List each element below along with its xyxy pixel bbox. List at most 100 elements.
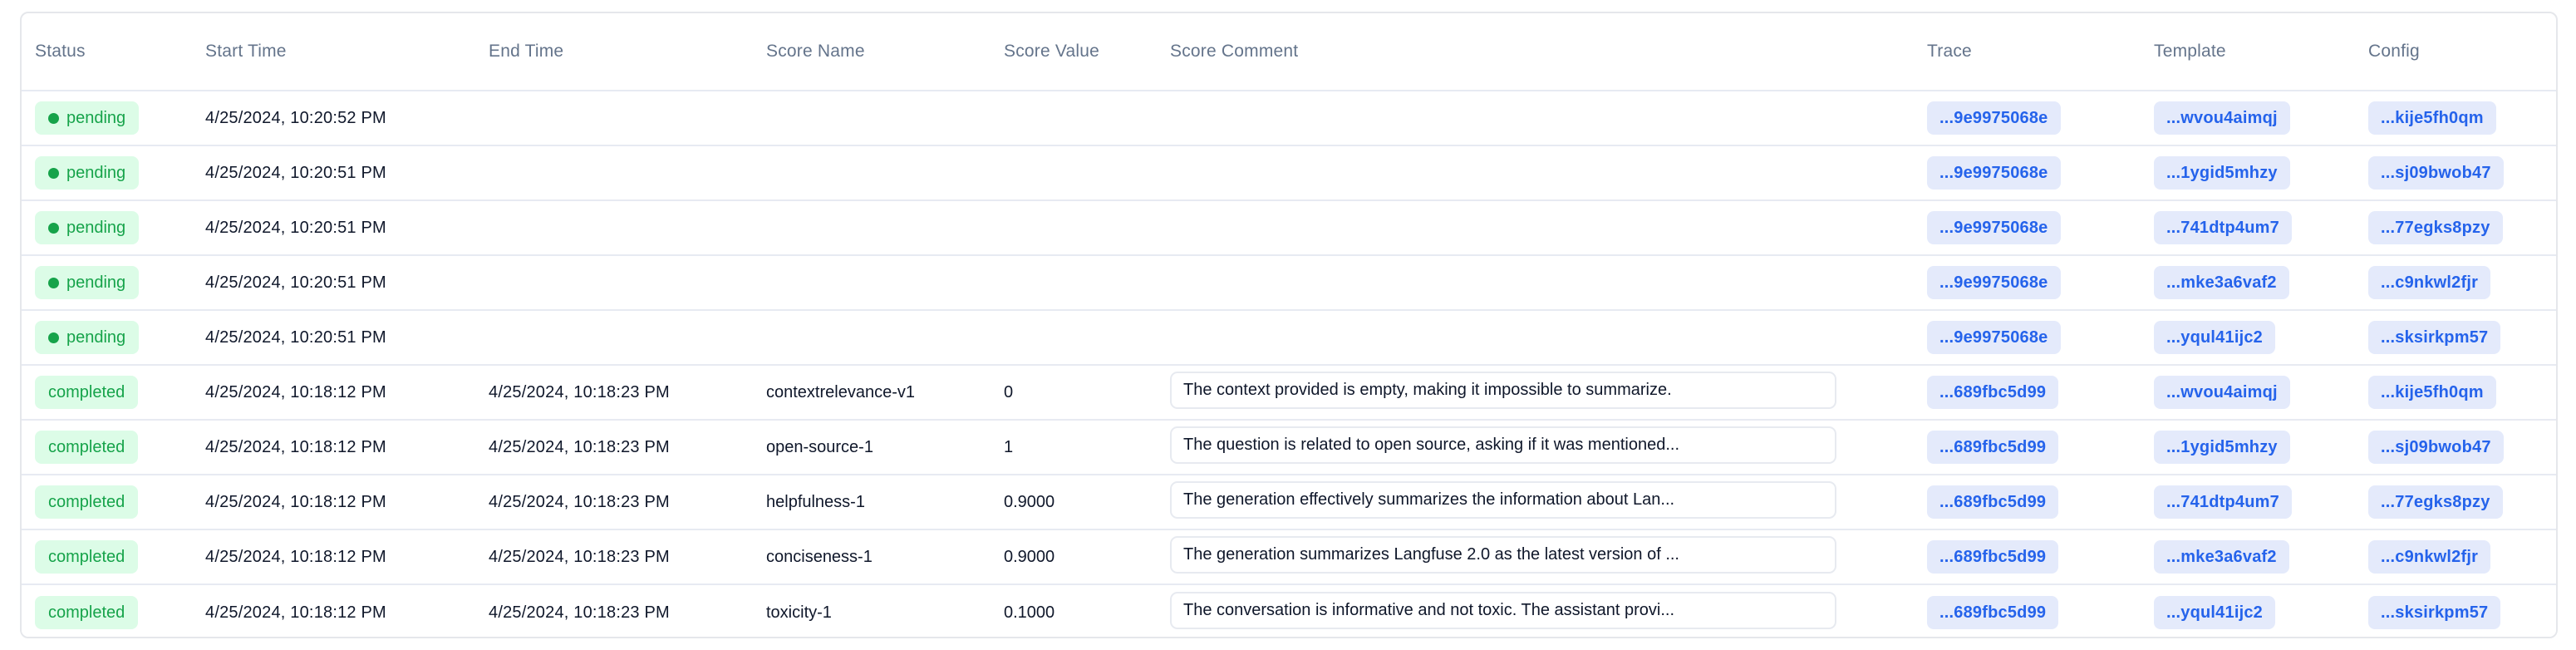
status-dot-icon [48, 112, 59, 124]
score-comment-cell: The question is related to open source, … [1170, 426, 1927, 469]
table-row[interactable]: completed 4/25/2024, 10:18:12 PM 4/25/20… [22, 366, 2556, 421]
status-dot-icon [48, 167, 59, 179]
trace-cell: ...689fbc5d99 [1927, 376, 2154, 409]
trace-cell: ...9e9975068e [1927, 321, 2154, 354]
status-dot-icon [48, 332, 59, 343]
config-cell: ...77egks8pzy [2368, 485, 2556, 519]
config-link[interactable]: ...sj09bwob47 [2368, 156, 2504, 190]
config-cell: ...c9nkwl2fjr [2368, 266, 2556, 299]
config-link[interactable]: ...c9nkwl2fjr [2368, 540, 2491, 574]
status-cell: completed [22, 376, 205, 409]
table-row[interactable]: pending 4/25/2024, 10:20:51 PM ...9e9975… [22, 311, 2556, 366]
status-badge: completed [35, 596, 139, 629]
template-cell: ...mke3a6vaf2 [2154, 540, 2368, 574]
trace-link[interactable]: ...9e9975068e [1927, 321, 2061, 354]
evaluation-log-table: Status Start Time End Time Score Name Sc… [20, 12, 2558, 638]
status-cell: completed [22, 431, 205, 464]
status-cell: pending [22, 211, 205, 244]
score-comment-box: The generation effectively summarizes th… [1170, 480, 1836, 519]
config-link[interactable]: ...77egks8pzy [2368, 485, 2503, 519]
config-link[interactable]: ...c9nkwl2fjr [2368, 266, 2491, 299]
template-link[interactable]: ...wvou4aimqj [2154, 101, 2290, 135]
table-row[interactable]: pending 4/25/2024, 10:20:51 PM ...9e9975… [22, 256, 2556, 311]
start-time-cell: 4/25/2024, 10:18:12 PM [205, 437, 386, 456]
template-link[interactable]: ...1ygid5mhzy [2154, 156, 2290, 190]
status-badge: completed [35, 376, 139, 409]
template-link[interactable]: ...mke3a6vaf2 [2154, 540, 2289, 574]
template-link[interactable]: ...741dtp4um7 [2154, 211, 2292, 244]
trace-cell: ...689fbc5d99 [1927, 431, 2154, 464]
config-cell: ...sksirkpm57 [2368, 596, 2556, 629]
config-link[interactable]: ...77egks8pzy [2368, 211, 2503, 244]
score-name-cell: open-source-1 [766, 437, 873, 456]
status-label: pending [66, 164, 126, 182]
status-badge: pending [35, 321, 140, 354]
header-cell-start-time: Start Time [205, 42, 287, 61]
template-link[interactable]: ...yqul41ijc2 [2154, 321, 2275, 354]
score-comment-box: The context provided is empty, making it… [1170, 371, 1836, 409]
trace-link[interactable]: ...689fbc5d99 [1927, 485, 2059, 519]
score-comment-cell: The conversation is informative and not … [1170, 591, 1927, 634]
template-link[interactable]: ...1ygid5mhzy [2154, 431, 2290, 464]
status-cell: completed [22, 596, 205, 629]
header-cell-score-name: Score Name [766, 42, 865, 61]
status-cell: completed [22, 540, 205, 574]
config-cell: ...77egks8pzy [2368, 211, 2556, 244]
status-badge: completed [35, 485, 139, 519]
status-cell: pending [22, 156, 205, 190]
status-badge: pending [35, 211, 140, 244]
table-row[interactable]: completed 4/25/2024, 10:18:12 PM 4/25/20… [22, 530, 2556, 585]
template-cell: ...yqul41ijc2 [2154, 596, 2368, 629]
start-time-cell: 4/25/2024, 10:18:12 PM [205, 603, 386, 622]
status-label: pending [66, 219, 126, 237]
template-link[interactable]: ...yqul41ijc2 [2154, 596, 2275, 629]
trace-link[interactable]: ...689fbc5d99 [1927, 431, 2059, 464]
end-time-cell: 4/25/2024, 10:18:23 PM [489, 547, 670, 566]
trace-link[interactable]: ...9e9975068e [1927, 101, 2061, 135]
table-row[interactable]: pending 4/25/2024, 10:20:51 PM ...9e9975… [22, 201, 2556, 256]
header-cell-template: Template [2154, 42, 2226, 61]
trace-link[interactable]: ...689fbc5d99 [1927, 540, 2059, 574]
trace-link[interactable]: ...9e9975068e [1927, 266, 2061, 299]
score-comment-box: The conversation is informative and not … [1170, 591, 1836, 629]
trace-link[interactable]: ...9e9975068e [1927, 156, 2061, 190]
template-link[interactable]: ...mke3a6vaf2 [2154, 266, 2289, 299]
config-cell: ...sj09bwob47 [2368, 156, 2556, 190]
trace-cell: ...9e9975068e [1927, 211, 2154, 244]
end-time-cell: 4/25/2024, 10:18:23 PM [489, 382, 670, 401]
status-label: pending [66, 109, 126, 127]
template-link[interactable]: ...wvou4aimqj [2154, 376, 2290, 409]
start-time-cell: 4/25/2024, 10:20:51 PM [205, 327, 386, 347]
score-comment-box: The question is related to open source, … [1170, 426, 1836, 464]
header-cell-config: Config [2368, 42, 2420, 61]
trace-link[interactable]: ...689fbc5d99 [1927, 376, 2059, 409]
table-row[interactable]: pending 4/25/2024, 10:20:52 PM ...9e9975… [22, 91, 2556, 146]
table-row[interactable]: completed 4/25/2024, 10:18:12 PM 4/25/20… [22, 475, 2556, 530]
template-cell: ...1ygid5mhzy [2154, 156, 2368, 190]
table-header: Status Start Time End Time Score Name Sc… [22, 13, 2556, 91]
table-row[interactable]: pending 4/25/2024, 10:20:51 PM ...9e9975… [22, 146, 2556, 201]
start-time-cell: 4/25/2024, 10:18:12 PM [205, 382, 386, 401]
config-link[interactable]: ...sksirkpm57 [2368, 321, 2501, 354]
score-value-cell: 1 [1004, 437, 1014, 456]
header-cell-score-value: Score Value [1004, 42, 1100, 61]
config-cell: ...sj09bwob47 [2368, 431, 2556, 464]
status-label: pending [66, 328, 126, 347]
header-cell-score-comment: Score Comment [1170, 42, 1299, 61]
status-cell: pending [22, 101, 205, 135]
status-badge: pending [35, 101, 140, 135]
template-link[interactable]: ...741dtp4um7 [2154, 485, 2292, 519]
trace-link[interactable]: ...689fbc5d99 [1927, 596, 2059, 629]
config-link[interactable]: ...sksirkpm57 [2368, 596, 2501, 629]
table-row[interactable]: completed 4/25/2024, 10:18:12 PM 4/25/20… [22, 585, 2556, 637]
config-link[interactable]: ...kije5fh0qm [2368, 376, 2496, 409]
template-cell: ...wvou4aimqj [2154, 376, 2368, 409]
trace-link[interactable]: ...9e9975068e [1927, 211, 2061, 244]
score-name-cell: helpfulness-1 [766, 492, 865, 511]
table-row[interactable]: completed 4/25/2024, 10:18:12 PM 4/25/20… [22, 421, 2556, 475]
start-time-cell: 4/25/2024, 10:18:12 PM [205, 547, 386, 566]
config-link[interactable]: ...sj09bwob47 [2368, 431, 2504, 464]
config-link[interactable]: ...kije5fh0qm [2368, 101, 2496, 135]
config-cell: ...kije5fh0qm [2368, 101, 2556, 135]
header-cell-trace: Trace [1927, 42, 1972, 61]
